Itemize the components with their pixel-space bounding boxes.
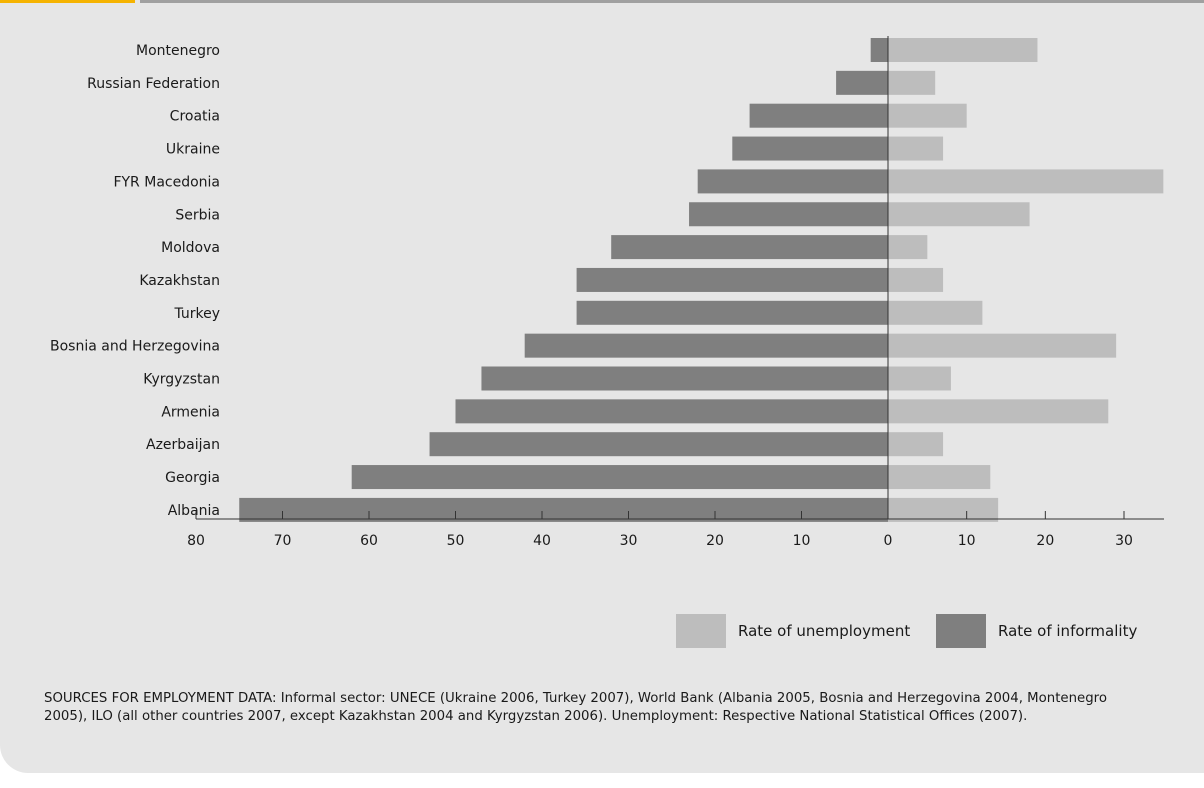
x-tick-label: 30 <box>1115 533 1133 549</box>
bar-unemployment <box>888 169 1164 194</box>
x-tick-label: 80 <box>187 533 205 549</box>
source-note: SOURCES FOR EMPLOYMENT DATA: Informal se… <box>44 691 1107 724</box>
legend: Rate of unemployment Rate of informality <box>676 614 1137 648</box>
top-bar <box>0 0 1204 8</box>
x-tick-label: 20 <box>1036 533 1054 549</box>
x-tick-label: 60 <box>360 533 378 549</box>
bar-informality <box>239 497 888 522</box>
category-label: Moldova <box>161 240 220 256</box>
x-tick-label: 30 <box>620 533 638 549</box>
bar-unemployment <box>888 497 999 522</box>
category-label: Georgia <box>165 470 220 486</box>
bar-unemployment <box>888 136 944 161</box>
bars-group <box>239 38 1164 522</box>
bar-informality <box>836 70 888 95</box>
top-bar-line <box>140 0 1204 3</box>
chart-svg: Montenegro Russian Federation Croatia Ukrai… <box>50 36 1164 648</box>
legend-label: Rate of unemployment <box>738 622 910 640</box>
legend-swatch <box>936 614 986 648</box>
bar-unemployment <box>888 70 936 95</box>
x-tick-label: 0 <box>884 533 893 549</box>
bar-unemployment <box>888 465 991 490</box>
bar-informality <box>576 267 888 292</box>
bar-unemployment <box>888 38 1038 62</box>
bar-informality <box>697 169 888 194</box>
x-tick-label: 10 <box>958 533 976 549</box>
bar-informality <box>870 38 888 62</box>
x-tick-label: 70 <box>274 533 292 549</box>
category-label: Bosnia and Herzegovina <box>50 339 220 355</box>
bar-informality <box>429 432 888 457</box>
category-label: Armenia <box>161 404 220 420</box>
bar-informality <box>689 202 888 227</box>
bar-unemployment <box>888 235 928 260</box>
bar-unemployment <box>888 399 1109 424</box>
bar-informality <box>732 136 888 161</box>
x-axis: 80 70 60 50 40 30 20 10 0 10 20 30 <box>187 36 1164 549</box>
bar-informality <box>524 333 888 358</box>
bar-informality <box>481 366 888 391</box>
bar-unemployment <box>888 300 983 325</box>
bar-unemployment <box>888 103 967 128</box>
bar-informality <box>455 399 888 424</box>
legend-swatch <box>676 614 726 648</box>
top-bar-accent <box>0 0 135 3</box>
category-label: FYR Macedonia <box>113 174 220 190</box>
category-label: Kazakhstan <box>139 273 220 289</box>
bar-informality <box>749 103 888 128</box>
bar-unemployment <box>888 432 944 457</box>
x-tick-label: 10 <box>793 533 811 549</box>
x-tick-label: 40 <box>533 533 551 549</box>
x-tick-label: 20 <box>706 533 724 549</box>
bar-informality <box>611 235 888 260</box>
bar-informality <box>351 465 888 490</box>
legend-label: Rate of informality <box>998 622 1137 640</box>
category-label: Russian Federation <box>87 76 220 92</box>
category-label: Ukraine <box>166 142 220 158</box>
category-label: Croatia <box>170 109 220 125</box>
category-label: Kyrgyzstan <box>143 372 220 388</box>
bar-unemployment <box>888 333 1117 358</box>
category-label: Turkey <box>173 306 220 322</box>
bar-unemployment <box>888 202 1030 227</box>
category-label: Albania <box>168 503 220 519</box>
bar-informality <box>576 300 888 325</box>
category-labels: Montenegro Russian Federation Croatia Ukrai… <box>50 43 220 519</box>
category-label: Montenegro <box>136 43 220 59</box>
bar-unemployment <box>888 267 944 292</box>
category-label: Serbia <box>175 207 220 223</box>
category-label: Azerbaijan <box>146 437 220 453</box>
x-tick-label: 50 <box>447 533 465 549</box>
bar-unemployment <box>888 366 951 391</box>
